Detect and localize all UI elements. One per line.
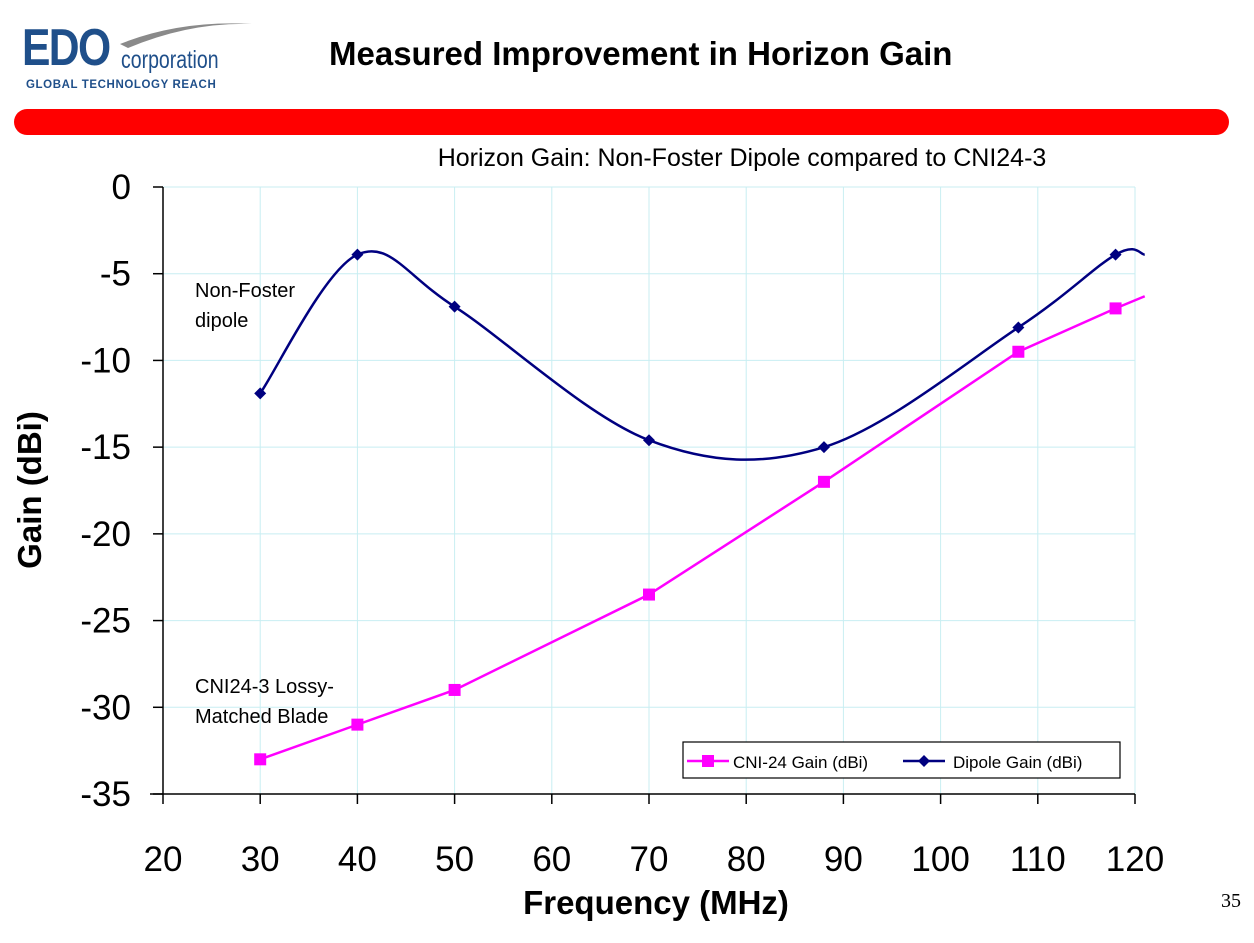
x-tick-label: 120 xyxy=(1106,840,1164,879)
slide-title: Measured Improvement in Horizon Gain xyxy=(329,35,953,72)
data-point-1 xyxy=(351,718,364,731)
data-point-2 xyxy=(254,387,267,400)
x-tick-label: 110 xyxy=(1010,840,1066,879)
series-line-1 xyxy=(259,295,1146,761)
x-tick-label: 40 xyxy=(338,840,377,879)
logo-tagline: GLOBAL TECHNOLOGY REACH xyxy=(26,79,217,91)
axes: 0 -5 -10 -15 -20 -25 -30 -35 20 30 40 50 60 70 80 90 100… xyxy=(80,168,1164,879)
annotation-line: Non-Foster xyxy=(195,280,295,302)
x-tick-label: 80 xyxy=(727,840,766,879)
grid-lines xyxy=(163,186,1136,794)
data-point-1 xyxy=(1012,345,1025,358)
chart-legend: CNI-24 Gain (dBi) Dipole Gain (dBi) xyxy=(682,741,1121,779)
legend-label: Dipole Gain (dBi) xyxy=(953,753,1082,772)
y-tick-label: -25 xyxy=(80,602,131,641)
y-tick-label: -20 xyxy=(80,515,131,554)
data-point-1 xyxy=(817,475,830,488)
x-tick-label: 30 xyxy=(241,840,280,879)
y-tick-label: -35 xyxy=(80,775,131,814)
y-tick-label: -30 xyxy=(80,688,131,727)
y-tick-label: -15 xyxy=(80,428,131,467)
data-point-1 xyxy=(448,683,461,696)
data-point-2 xyxy=(448,300,461,313)
annotation-line: dipole xyxy=(195,310,248,332)
chart-title: Horizon Gain: Non-Foster Dipole compared… xyxy=(438,144,1047,172)
legend-marker xyxy=(702,755,714,767)
x-tick-label: 50 xyxy=(435,840,474,879)
legend-box xyxy=(682,741,1121,779)
logo-wordmark: EDO xyxy=(22,19,111,77)
y-tick-label: -5 xyxy=(100,255,131,294)
data-point-2 xyxy=(1012,321,1025,334)
logo-swoosh-icon xyxy=(120,23,252,48)
data-point-1 xyxy=(643,588,655,601)
data-point-2 xyxy=(1109,248,1122,261)
logo-subtitle: corporation xyxy=(121,46,219,74)
y-tick-label: -10 xyxy=(80,341,131,380)
x-tick-label: 100 xyxy=(911,840,969,879)
page-number: 35 xyxy=(1221,890,1241,912)
y-axis-label: Gain (dBi) xyxy=(11,411,48,569)
title-divider-bar xyxy=(14,109,1229,135)
data-point-2 xyxy=(643,434,655,447)
y-tick-label: 0 xyxy=(112,168,131,207)
annotation-line: Matched Blade xyxy=(195,706,328,728)
annotation-line: CNI24-3 Lossy- xyxy=(195,676,334,698)
legend-label: CNI-24 Gain (dBi) xyxy=(733,753,868,772)
edo-logo: EDO corporation GLOBAL TECHNOLOGY REACH xyxy=(22,18,262,98)
data-point-2 xyxy=(817,441,830,454)
x-tick-label: 20 xyxy=(144,840,183,879)
data-point-2 xyxy=(351,248,364,261)
data-point-1 xyxy=(1109,302,1122,315)
x-tick-label: 70 xyxy=(630,840,669,879)
data-series xyxy=(254,248,1146,766)
series-line-2 xyxy=(259,248,1146,461)
x-tick-label: 60 xyxy=(532,840,571,879)
legend-marker xyxy=(918,755,930,767)
x-axis-label: Frequency (MHz) xyxy=(523,884,789,921)
x-tick-label: 90 xyxy=(824,840,863,879)
annotation-cni24-blade: CNI24-3 Lossy- Matched Blade xyxy=(195,676,340,728)
data-point-1 xyxy=(254,753,267,766)
annotation-non-foster-dipole: Non-Foster dipole xyxy=(195,280,301,332)
